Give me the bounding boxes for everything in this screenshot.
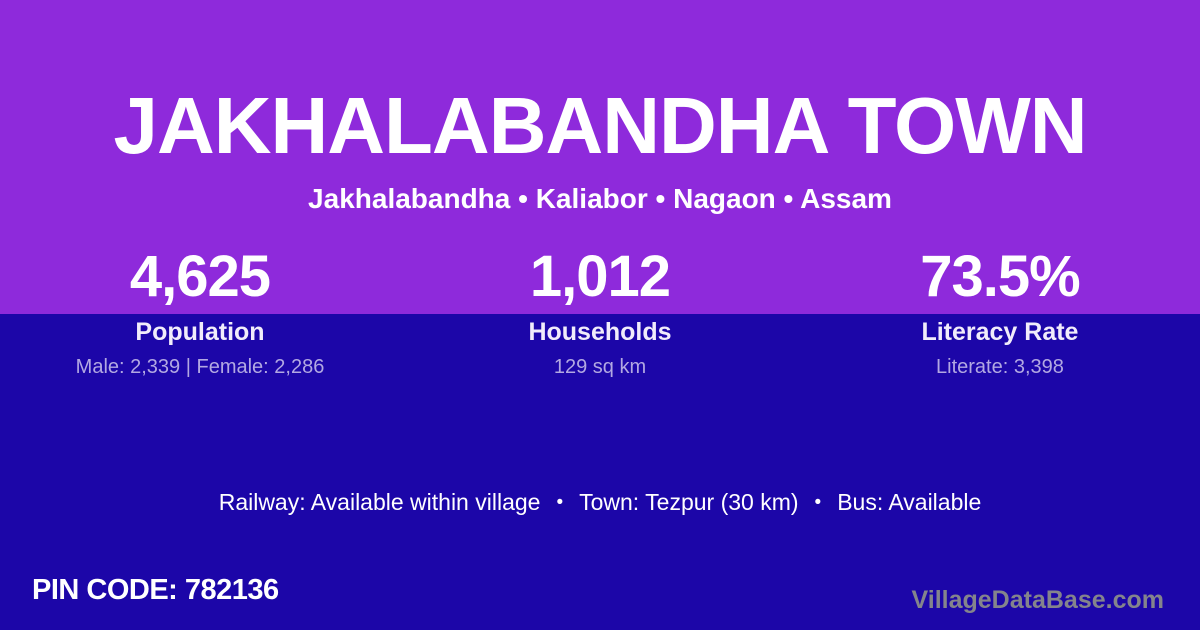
population-label: Population: [135, 318, 265, 346]
nearest-town-info: Town: Tezpur (30 km): [579, 489, 799, 515]
bullet-separator: •: [556, 492, 564, 513]
bus-info: Bus: Available: [837, 489, 982, 515]
bullet-separator: •: [814, 492, 822, 513]
literacy-rate-detail: Literate: 3,398: [936, 356, 1064, 378]
households-label: Households: [528, 318, 672, 346]
location-breadcrumb: Jakhalabandha • Kaliabor • Nagaon • Assa…: [308, 183, 892, 214]
literacy-rate-label: Literacy Rate: [921, 318, 1079, 346]
stat-households: 1,012 Households 129 sq km: [400, 246, 800, 379]
stat-literacy-rate: 73.5% Literacy Rate Literate: 3,398: [800, 246, 1200, 379]
households-value: 1,012: [529, 244, 671, 309]
households-detail: 129 sq km: [553, 356, 647, 378]
literacy-rate-value: 73.5%: [920, 244, 1080, 309]
railway-info: Railway: Available within village: [218, 489, 541, 515]
stat-population: 4,625 Population Male: 2,339 | Female: 2…: [0, 246, 400, 379]
stats-row: 4,625 Population Male: 2,339 | Female: 2…: [0, 246, 1200, 379]
page-title: JAKHALABANDHA TOWN: [113, 81, 1087, 170]
population-value: 4,625: [129, 244, 271, 309]
site-watermark: VillageDataBase.com: [911, 586, 1164, 614]
transport-info: Railway: Available within village • Town: …: [0, 488, 1200, 517]
pin-code: PIN CODE: 782136: [32, 574, 279, 606]
population-detail: Male: 2,339 | Female: 2,286: [75, 356, 325, 378]
